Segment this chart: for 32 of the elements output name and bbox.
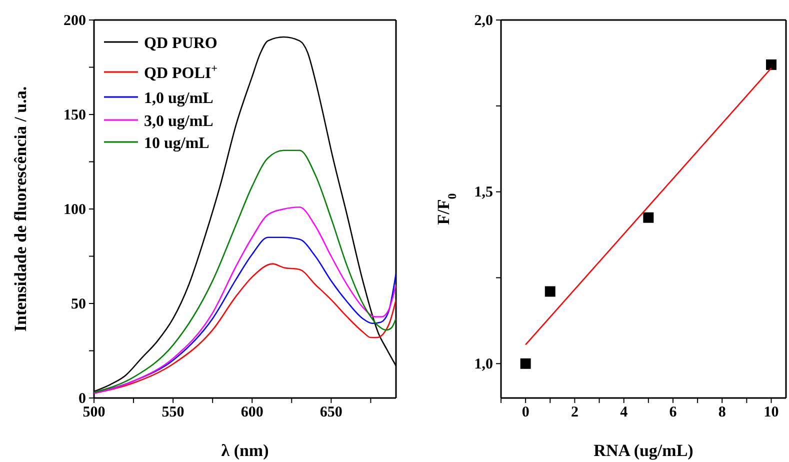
legend-label: QD PURO xyxy=(144,35,218,52)
x-tick-label: 10 xyxy=(764,404,779,421)
x-tick-label: 650 xyxy=(320,404,342,421)
y-axis-title: Intensidade de fluorescência / u.a. xyxy=(11,86,30,332)
legend-label: QD POLI$^{+}$ xyxy=(144,63,218,82)
y-tick-label: 2,0 xyxy=(474,12,493,29)
y-tick-label: 150 xyxy=(64,107,86,124)
legend-label: 1,0 ug/mL xyxy=(144,90,214,107)
y-tick-label: 1,5 xyxy=(474,184,493,201)
x-tick-label: 0 xyxy=(522,404,530,421)
x-axis-title: RNA (ug/mL) xyxy=(594,441,694,460)
point xyxy=(520,358,531,369)
point xyxy=(766,59,777,70)
line-series xyxy=(94,206,396,394)
y-tick-label: 0 xyxy=(78,390,86,407)
y-tick-label: 1,0 xyxy=(474,356,493,372)
x-axis-title: λ (nm) xyxy=(221,441,269,460)
point xyxy=(544,286,556,297)
x-tick-label: 550 xyxy=(162,404,184,421)
y-tick-label: 100 xyxy=(64,202,86,218)
y-tick-label: 200 xyxy=(64,12,86,29)
point xyxy=(643,212,654,223)
x-tick-label: 2 xyxy=(570,404,578,421)
legend-label: 3,0 ug/mL xyxy=(144,113,214,130)
x-tick-label: 500 xyxy=(82,404,106,421)
line-series xyxy=(94,150,396,393)
y-tick-label: 50 xyxy=(71,296,86,312)
x-tick-label: 8 xyxy=(718,404,726,421)
x-tick-label: 6 xyxy=(669,404,678,421)
x-tick-label: 600 xyxy=(240,404,264,421)
x-tick-label: 4 xyxy=(620,404,628,421)
legend-label: 10 ug/mL xyxy=(144,135,210,152)
